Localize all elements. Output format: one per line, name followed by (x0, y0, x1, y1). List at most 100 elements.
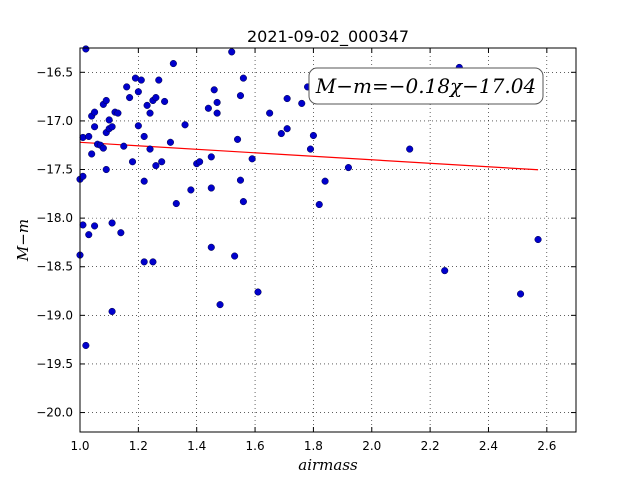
data-point (149, 258, 157, 266)
data-point (85, 231, 93, 239)
data-point (204, 104, 212, 112)
data-point (140, 258, 148, 266)
data-point (79, 221, 87, 229)
data-point (248, 155, 256, 163)
x-tick-label: 1.4 (187, 439, 206, 453)
data-point (155, 76, 163, 84)
data-point (277, 129, 285, 138)
data-point (105, 116, 113, 124)
data-point (344, 164, 352, 172)
y-axis-label: M−m (14, 219, 32, 262)
x-tick-label: 2.0 (362, 439, 381, 453)
data-point (99, 144, 107, 152)
y-tick-label: −17.5 (36, 163, 73, 177)
data-point (216, 301, 224, 309)
data-point (102, 165, 110, 174)
data-point (315, 200, 323, 209)
data-point (114, 109, 122, 117)
data-point (134, 88, 142, 96)
data-point (283, 95, 291, 103)
data-point (213, 98, 221, 106)
data-point (266, 109, 274, 117)
data-point (231, 252, 239, 260)
data-point (166, 138, 174, 146)
data-point (140, 177, 148, 185)
data-point (213, 109, 221, 117)
data-point (120, 142, 128, 150)
data-point (239, 198, 247, 206)
data-point (88, 150, 96, 158)
y-tick-label: −17.0 (36, 114, 73, 128)
data-point (128, 158, 137, 166)
data-point (234, 135, 242, 143)
data-point (172, 199, 180, 208)
data-point (82, 45, 90, 53)
data-point (126, 94, 134, 102)
data-point (236, 176, 245, 184)
data-point (517, 290, 525, 298)
data-point (123, 83, 131, 91)
data-point (108, 123, 116, 131)
data-point (79, 172, 87, 180)
y-tick-label: −20.0 (36, 406, 73, 420)
x-axis-label: airmass (298, 456, 358, 474)
data-point (207, 243, 215, 251)
fit-line (79, 141, 539, 171)
data-point (239, 74, 247, 82)
data-point (152, 94, 160, 102)
data-point (181, 121, 189, 129)
x-tick-label: 1.2 (129, 439, 148, 453)
data-point (254, 288, 262, 296)
data-point (91, 108, 99, 116)
data-point (210, 86, 218, 94)
data-point (143, 101, 151, 109)
x-tick-label: 1.0 (70, 439, 89, 453)
x-tick-label: 1.6 (246, 439, 265, 453)
data-point (236, 92, 245, 100)
data-point (134, 122, 142, 130)
data-point (306, 145, 315, 153)
x-tick-label: 2.4 (479, 439, 498, 453)
y-tick-label: −19.0 (36, 308, 73, 322)
data-point (102, 96, 110, 105)
data-point (158, 158, 166, 166)
y-tick-label: −16.5 (36, 65, 73, 79)
data-point (161, 97, 169, 106)
data-point (169, 60, 177, 68)
data-point (534, 235, 542, 244)
data-point (91, 222, 99, 230)
data-point (117, 229, 125, 237)
data-point (140, 132, 148, 141)
data-point (321, 177, 329, 185)
data-point (108, 307, 116, 316)
y-tick-label: −18.0 (36, 211, 73, 225)
data-point (207, 153, 215, 161)
data-point (441, 267, 449, 275)
y-tick-label: −19.5 (36, 357, 73, 371)
data-point (79, 133, 87, 141)
data-point (406, 145, 414, 153)
data-point (283, 125, 291, 133)
chart-title: 2021-09-02_000347 (247, 27, 409, 47)
data-point (207, 184, 215, 192)
x-tick-label: 2.2 (421, 439, 440, 453)
data-point (152, 162, 160, 170)
data-point (196, 158, 204, 166)
data-point (91, 123, 99, 131)
fit-equation-box: M−m=−0.18χ−17.04 (308, 67, 544, 105)
data-point (85, 132, 93, 141)
x-tick-label: 1.8 (304, 439, 323, 453)
data-point (108, 219, 116, 227)
data-point (228, 48, 236, 56)
data-point (187, 186, 195, 194)
fit-equation: M−m=−0.18χ−17.04 (315, 74, 536, 98)
data-point (137, 76, 145, 84)
plot-frame (79, 47, 577, 433)
data-point (146, 109, 154, 117)
y-tick-label: −18.5 (36, 260, 73, 274)
data-point (146, 145, 154, 153)
data-point (298, 99, 306, 107)
data-point (309, 131, 317, 140)
